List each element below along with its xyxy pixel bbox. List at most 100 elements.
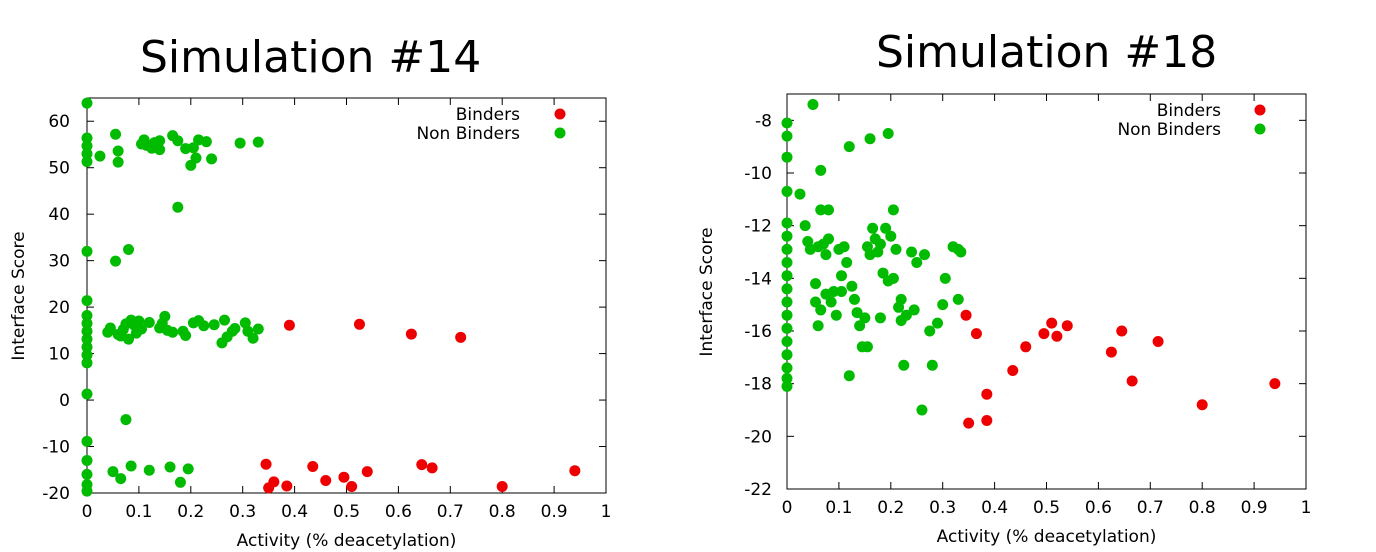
non-binder-point — [828, 286, 840, 297]
binder-point — [1007, 365, 1019, 376]
x-tick-label: 0.9 — [541, 502, 568, 522]
non-binder-point — [810, 278, 822, 290]
binder-point — [569, 465, 581, 477]
non-binder-point — [932, 317, 944, 329]
non-binder-point — [861, 341, 873, 353]
binder-point — [1116, 325, 1128, 337]
non-binder-point — [781, 230, 793, 242]
binder-point — [416, 459, 428, 471]
x-tick-label: 0.1 — [825, 498, 852, 518]
x-tick-label: 0.3 — [229, 502, 256, 522]
non-binder-point — [81, 485, 93, 497]
non-binder-point — [172, 201, 184, 213]
non-binder-point — [815, 164, 827, 176]
y-tick-label: 0 — [59, 391, 70, 411]
non-binder-point — [908, 304, 920, 316]
non-binder-point — [781, 336, 793, 348]
non-binder-point — [94, 150, 106, 162]
non-binder-point — [123, 333, 135, 345]
binder-point — [981, 388, 993, 400]
y-tick-label: -16 — [744, 322, 772, 342]
non-binder-point — [877, 267, 889, 279]
x-tick-label: 0.3 — [929, 498, 956, 518]
x-tick-label: 0.8 — [489, 502, 516, 522]
non-binder-point — [830, 309, 842, 321]
x-tick-label: 0.7 — [1137, 498, 1164, 518]
legend-non-binders-label: Non Binders — [416, 124, 520, 144]
non-binder-point — [112, 156, 124, 168]
non-binder-point — [939, 272, 951, 284]
binder-point — [455, 331, 467, 343]
y-tick-label: -8 — [755, 111, 772, 131]
x-tick-label: 0.5 — [1033, 498, 1060, 518]
non-binder-point — [781, 380, 793, 392]
binder-point — [963, 417, 975, 429]
non-binder-point — [81, 140, 93, 152]
non-binder-point — [143, 464, 155, 476]
non-binder-point — [781, 117, 793, 129]
chart-panel-simulation-14: Simulation #14 0 0.1 0.2 0.3 0.4 0.5 0.6 0.7 0.8… — [9, 32, 611, 551]
non-binder-point — [81, 388, 93, 400]
non-binder-point — [854, 320, 866, 332]
y-axis-label: Interface Score — [9, 231, 29, 360]
non-binder-point — [781, 130, 793, 142]
binder-point — [361, 466, 373, 478]
plot-frame — [786, 93, 1307, 490]
non-binder-point — [916, 404, 928, 416]
non-binder-point — [807, 99, 819, 111]
scatter-chart-simulation-14: 0 0.1 0.2 0.3 0.4 0.5 0.6 0.7 0.8 0.9 1 -20 -10 0 10 20… — [9, 97, 611, 551]
non-binder-point — [81, 245, 93, 257]
non-binder-point — [81, 454, 93, 466]
x-tick-label: 0.9 — [1241, 498, 1268, 518]
non-binder-point — [252, 136, 264, 148]
non-binder-point — [167, 326, 179, 338]
legend-binders-marker — [1254, 104, 1266, 116]
binder-point — [1038, 328, 1050, 340]
non-binder-point — [135, 323, 147, 335]
x-tick-label: 0.6 — [385, 502, 412, 522]
x-tick-label: 0 — [82, 502, 93, 522]
non-binder-point — [843, 370, 855, 382]
non-binder-point — [81, 317, 93, 329]
non-binder-point — [781, 362, 793, 374]
binder-point — [405, 328, 417, 340]
non-binder-point — [794, 188, 806, 200]
binder-point — [260, 458, 272, 470]
non-binder-point — [143, 316, 155, 328]
non-binder-point — [874, 238, 886, 250]
non-binder-point — [219, 314, 231, 326]
legend-non-binders-marker — [1254, 123, 1266, 135]
y-tick-label: 60 — [48, 112, 70, 132]
non-binder-point — [955, 246, 967, 258]
non-binder-point — [159, 310, 171, 322]
binder-point — [338, 471, 350, 483]
binder-point — [1020, 341, 1032, 353]
non-binder-point — [880, 222, 892, 234]
non-binder-point — [112, 145, 124, 157]
binder-point — [353, 318, 365, 330]
x-tick-label: 0 — [782, 498, 793, 518]
y-tick-label: 20 — [48, 298, 70, 318]
x-tick-label: 0.2 — [877, 498, 904, 518]
non-binder-point — [174, 476, 186, 488]
binder-point — [268, 476, 280, 488]
binder-point — [1051, 330, 1063, 342]
non-binder-point — [838, 241, 850, 253]
non-binder-point — [781, 309, 793, 321]
x-tick-label: 0.8 — [1189, 498, 1216, 518]
y-tick-label: 40 — [48, 205, 70, 225]
chart-title: Simulation #18 — [876, 27, 1218, 78]
non-binder-point — [825, 296, 837, 308]
plot-frame — [86, 97, 607, 494]
non-binder-point — [851, 307, 863, 319]
non-binder-point — [81, 132, 93, 144]
non-binder-point — [781, 296, 793, 308]
non-binder-point — [835, 286, 847, 297]
non-binder-point — [125, 460, 137, 472]
binder-point — [346, 480, 358, 492]
non-binder-point — [937, 299, 949, 311]
y-tick-label: -10 — [42, 438, 70, 458]
y-tick-label: -20 — [744, 427, 772, 447]
y-tick-label: -14 — [744, 269, 772, 289]
non-binder-point — [81, 357, 93, 369]
